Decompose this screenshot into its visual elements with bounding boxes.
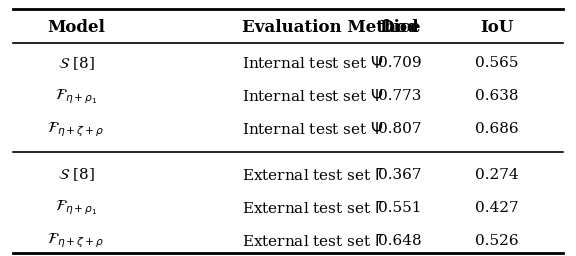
Text: $\mathcal{F}_{\eta+\rho_1}$: $\mathcal{F}_{\eta+\rho_1}$	[55, 198, 97, 217]
Text: $\mathcal{S}$ [8]: $\mathcal{S}$ [8]	[58, 166, 94, 183]
Text: 0.367: 0.367	[378, 168, 422, 182]
Text: Internal test set $\Psi$: Internal test set $\Psi$	[242, 56, 384, 71]
Text: 0.427: 0.427	[475, 201, 519, 215]
Text: 0.686: 0.686	[475, 122, 519, 136]
Text: Evaluation Method: Evaluation Method	[242, 19, 419, 36]
Text: $\mathcal{F}_{\eta+\zeta+\rho}$: $\mathcal{F}_{\eta+\zeta+\rho}$	[47, 120, 105, 138]
Text: External test set $\Gamma$: External test set $\Gamma$	[242, 167, 385, 183]
Text: 0.565: 0.565	[475, 56, 519, 70]
Text: $\mathcal{F}_{\eta+\rho_1}$: $\mathcal{F}_{\eta+\rho_1}$	[55, 87, 97, 106]
Text: 0.709: 0.709	[378, 56, 422, 70]
Text: External test set $\Gamma$: External test set $\Gamma$	[242, 233, 385, 249]
Text: Model: Model	[47, 19, 105, 36]
Text: Dice: Dice	[379, 19, 420, 36]
Text: $\mathcal{S}$ [8]: $\mathcal{S}$ [8]	[58, 55, 94, 72]
Text: 0.551: 0.551	[378, 201, 422, 215]
Text: Internal test set $\Psi$: Internal test set $\Psi$	[242, 121, 384, 137]
Text: 0.526: 0.526	[475, 234, 519, 248]
Text: 0.638: 0.638	[475, 89, 519, 103]
Text: 0.648: 0.648	[378, 234, 422, 248]
Text: 0.807: 0.807	[378, 122, 422, 136]
Text: $\mathcal{F}_{\eta+\zeta+\rho}$: $\mathcal{F}_{\eta+\zeta+\rho}$	[47, 231, 105, 250]
Text: Internal test set $\Psi$: Internal test set $\Psi$	[242, 88, 384, 104]
Text: 0.773: 0.773	[378, 89, 422, 103]
Text: IoU: IoU	[480, 19, 514, 36]
Text: 0.274: 0.274	[475, 168, 519, 182]
Text: External test set $\Gamma$: External test set $\Gamma$	[242, 200, 385, 216]
